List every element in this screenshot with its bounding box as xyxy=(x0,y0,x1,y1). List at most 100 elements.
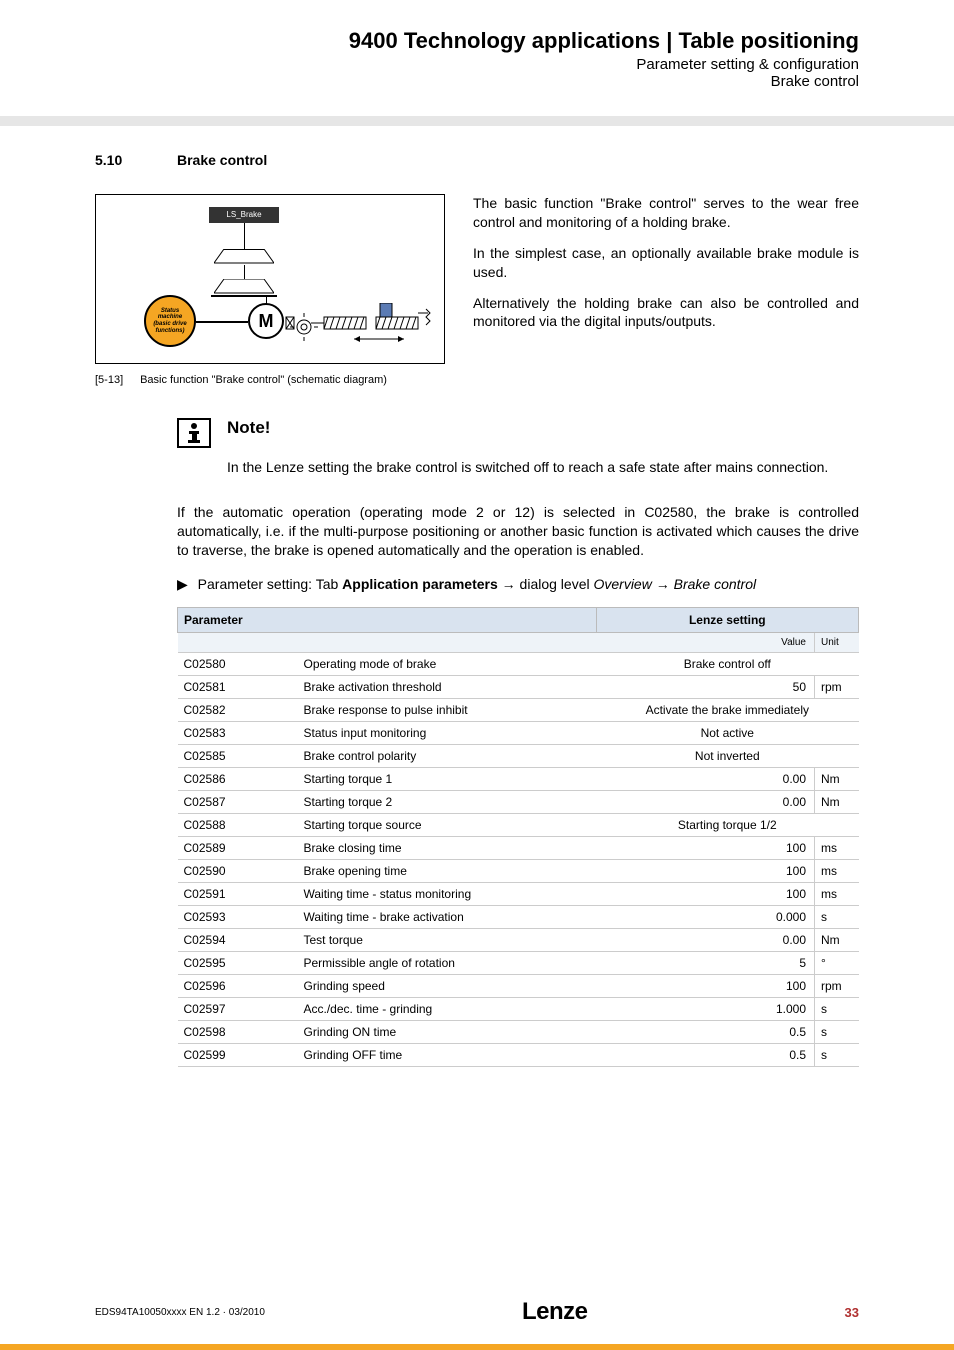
param-code: C02598 xyxy=(178,1020,298,1043)
table-row: C02588Starting torque sourceStarting tor… xyxy=(178,813,859,836)
param-code: C02590 xyxy=(178,859,298,882)
intro-p3: Alternatively the holding brake can also… xyxy=(473,294,859,332)
param-it2: Brake control xyxy=(674,576,756,592)
status-line: (basic drive xyxy=(153,321,186,328)
param-value: 0.00 xyxy=(596,767,814,790)
param-mid: dialog level xyxy=(520,576,594,592)
intro-p2: In the simplest case, an optionally avai… xyxy=(473,244,859,282)
parameter-path: ▶ Parameter setting: Tab Application par… xyxy=(177,576,859,593)
arrow-icon: → xyxy=(502,576,520,592)
param-name: Waiting time - status monitoring xyxy=(298,882,597,905)
table-row: C02580Operating mode of brakeBrake contr… xyxy=(178,652,859,675)
table-row: C02598Grinding ON time0.5s xyxy=(178,1020,859,1043)
param-value: 100 xyxy=(596,974,814,997)
param-unit: ms xyxy=(815,882,859,905)
param-code: C02582 xyxy=(178,698,298,721)
triangle-icon: ▶ xyxy=(177,576,188,593)
page-footer: EDS94TA10050xxxx EN 1.2 · 03/2010 Lenze … xyxy=(95,1298,859,1326)
param-value: 0.00 xyxy=(596,928,814,951)
table-row: C02583Status input monitoringNot active xyxy=(178,721,859,744)
lenze-logo: Lenze xyxy=(522,1298,588,1326)
param-unit: rpm xyxy=(815,974,859,997)
param-code: C02591 xyxy=(178,882,298,905)
table-row: C02595Permissible angle of rotation5° xyxy=(178,951,859,974)
motor-node: M xyxy=(248,303,284,339)
intro-p1: The basic function "Brake control" serve… xyxy=(473,194,859,232)
table-row: C02597Acc./dec. time - grinding1.000s xyxy=(178,997,859,1020)
table-row: C02596Grinding speed100rpm xyxy=(178,974,859,997)
param-value: Starting torque 1/2 xyxy=(596,813,858,836)
param-name: Permissible angle of rotation xyxy=(298,951,597,974)
page-number: 33 xyxy=(845,1305,859,1320)
param-code: C02588 xyxy=(178,813,298,836)
param-name: Status input monitoring xyxy=(298,721,597,744)
arrow-icon: → xyxy=(656,576,674,592)
param-code: C02599 xyxy=(178,1043,298,1066)
param-name: Waiting time - brake activation xyxy=(298,905,597,928)
table-row: C02593Waiting time - brake activation0.0… xyxy=(178,905,859,928)
param-unit: s xyxy=(815,1043,859,1066)
table-row: C02581Brake activation threshold50rpm xyxy=(178,675,859,698)
param-code: C02589 xyxy=(178,836,298,859)
schematic-diagram: LS_Brake Status machine (basic xyxy=(95,194,445,364)
param-unit: s xyxy=(815,905,859,928)
param-code: C02593 xyxy=(178,905,298,928)
intro-text: The basic function "Brake control" serve… xyxy=(465,194,859,386)
param-code: C02580 xyxy=(178,652,298,675)
table-row: C02587Starting torque 20.00Nm xyxy=(178,790,859,813)
param-unit: s xyxy=(815,997,859,1020)
page-header: 9400 Technology applications | Table pos… xyxy=(0,0,954,102)
header-title: 9400 Technology applications | Table pos… xyxy=(95,28,859,54)
param-name: Acc./dec. time - grinding xyxy=(298,997,597,1020)
caption-text: Basic function "Brake control" (schemati… xyxy=(140,374,387,386)
param-unit: rpm xyxy=(815,675,859,698)
param-value: 5 xyxy=(596,951,814,974)
table-row: C02591Waiting time - status monitoring10… xyxy=(178,882,859,905)
param-unit: Nm xyxy=(815,767,859,790)
param-value: 0.00 xyxy=(596,790,814,813)
param-prefix: Parameter setting: Tab xyxy=(198,576,342,592)
th-unit: Unit xyxy=(815,632,859,652)
note-title: Note! xyxy=(227,418,270,448)
table-row: C02582Brake response to pulse inhibitAct… xyxy=(178,698,859,721)
section-title: Brake control xyxy=(177,152,267,168)
param-code: C02587 xyxy=(178,790,298,813)
param-name: Test torque xyxy=(298,928,597,951)
param-value: 1.000 xyxy=(596,997,814,1020)
param-name: Grinding ON time xyxy=(298,1020,597,1043)
footer-doc-id: EDS94TA10050xxxx EN 1.2 · 03/2010 xyxy=(95,1307,265,1318)
param-code: C02595 xyxy=(178,951,298,974)
param-value: 0.000 xyxy=(596,905,814,928)
param-name: Starting torque source xyxy=(298,813,597,836)
table-row: C02586Starting torque 10.00Nm xyxy=(178,767,859,790)
info-icon xyxy=(177,418,211,448)
ls-brake-label: LS_Brake xyxy=(209,207,279,223)
section-heading: 5.10 Brake control xyxy=(95,152,859,168)
footer-accent-bar xyxy=(0,1344,954,1350)
parameter-table: Parameter Lenze setting Value Unit C0258… xyxy=(177,607,859,1067)
param-value: 0.5 xyxy=(596,1020,814,1043)
param-name: Operating mode of brake xyxy=(298,652,597,675)
param-value: Brake control off xyxy=(596,652,858,675)
param-name: Brake control polarity xyxy=(298,744,597,767)
param-value: Activate the brake immediately xyxy=(596,698,858,721)
param-name: Brake closing time xyxy=(298,836,597,859)
param-name: Brake activation threshold xyxy=(298,675,597,698)
th-value: Value xyxy=(596,632,814,652)
figure-caption: [5-13] Basic function "Brake control" (s… xyxy=(95,374,465,386)
param-code: C02581 xyxy=(178,675,298,698)
param-unit: Nm xyxy=(815,790,859,813)
status-line: machine xyxy=(158,314,182,321)
body-paragraph: If the automatic operation (operating mo… xyxy=(177,503,859,560)
param-name: Brake response to pulse inhibit xyxy=(298,698,597,721)
param-name: Starting torque 2 xyxy=(298,790,597,813)
param-it1: Overview xyxy=(593,576,651,592)
header-divider xyxy=(0,116,954,126)
param-code: C02585 xyxy=(178,744,298,767)
table-row: C02594Test torque0.00Nm xyxy=(178,928,859,951)
param-value: Not inverted xyxy=(596,744,858,767)
status-line: Status xyxy=(161,308,179,315)
table-row: C02599Grinding OFF time0.5s xyxy=(178,1043,859,1066)
param-code: C02583 xyxy=(178,721,298,744)
param-unit: ms xyxy=(815,859,859,882)
